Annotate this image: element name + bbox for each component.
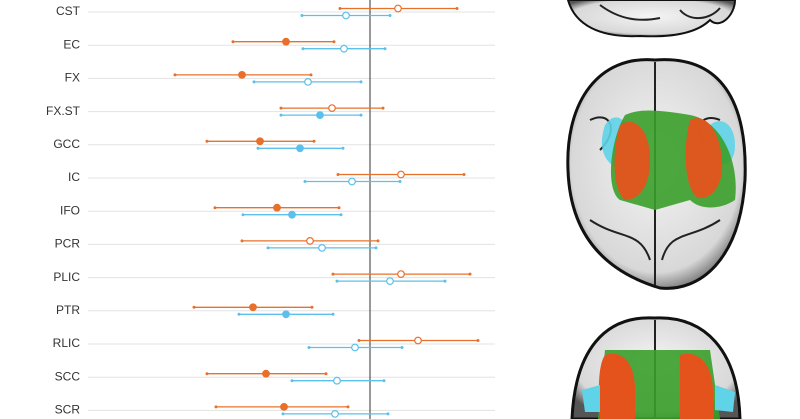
ci-end [468, 272, 472, 276]
ci-end [331, 272, 335, 276]
ci-end [443, 279, 447, 283]
estimate-point [288, 210, 296, 219]
ci-end [281, 412, 285, 416]
ci-end [381, 106, 385, 110]
ci-end [339, 213, 343, 217]
ci-end [290, 379, 294, 383]
ci-end [376, 239, 380, 243]
ci-end [359, 80, 363, 84]
estimate-point [394, 4, 402, 13]
estimate-point [318, 243, 326, 252]
y-tick-label: SCR [55, 403, 81, 417]
y-tick-label: IFO [60, 203, 80, 217]
ci-end [309, 73, 313, 77]
ci-end [341, 146, 345, 150]
estimate-point [340, 44, 348, 53]
ci-end [256, 146, 260, 150]
ci-end [324, 372, 328, 376]
estimate-point [397, 270, 405, 279]
estimate-point [386, 277, 394, 286]
ci-end [476, 339, 480, 342]
ci-end [231, 40, 235, 44]
estimate-point [304, 77, 312, 86]
estimate-point [348, 177, 356, 186]
ci-end [214, 405, 218, 409]
ci-end [192, 305, 196, 309]
y-tick-label: CST [56, 4, 81, 18]
ci-end [359, 113, 363, 117]
ci-end [383, 47, 387, 51]
ci-end [240, 239, 244, 243]
ci-end [386, 412, 390, 416]
ci-end [335, 279, 339, 283]
estimate-point [306, 236, 314, 245]
y-tick-label: GCC [53, 137, 80, 151]
ci-end [310, 305, 314, 309]
estimate-point [273, 203, 281, 212]
estimate-point [249, 303, 257, 312]
ci-end [266, 246, 270, 250]
estimate-point [316, 111, 324, 119]
ci-end [398, 180, 402, 183]
estimate-point [333, 376, 341, 385]
ci-end [252, 80, 256, 84]
ci-end [205, 139, 209, 143]
estimate-point [282, 310, 290, 319]
y-tick-label: SCC [55, 369, 81, 383]
ci-end [279, 113, 283, 117]
ci-end [455, 7, 459, 10]
y-tick-label: FX [65, 71, 80, 85]
y-tick-label: IC [68, 170, 80, 184]
ci-end [388, 14, 392, 17]
estimate-point [397, 170, 405, 179]
estimate-point [280, 403, 288, 411]
ci-end [337, 206, 341, 210]
ci-end [173, 73, 177, 77]
ci-end [462, 173, 466, 176]
estimate-point [256, 137, 264, 146]
estimate-point [262, 369, 270, 378]
estimate-point [414, 336, 422, 345]
brain-images [566, 0, 747, 419]
estimate-point [331, 410, 339, 418]
ci-end [336, 173, 340, 176]
ci-end [312, 139, 316, 143]
ci-end [307, 346, 311, 349]
ci-end [279, 106, 283, 110]
ci-end [338, 7, 342, 10]
y-tick-label: PCR [55, 237, 81, 251]
ci-end [332, 40, 336, 44]
estimate-point [328, 104, 336, 112]
y-tick-label: RLIC [53, 336, 81, 350]
ci-end [241, 213, 245, 217]
estimate-point [296, 144, 304, 153]
estimate-point [282, 37, 290, 46]
ci-end [357, 339, 361, 342]
ci-end [237, 312, 241, 316]
ci-end [213, 206, 217, 210]
ci-end [300, 14, 304, 17]
ci-end [331, 312, 335, 316]
ci-end [301, 47, 305, 51]
ci-end [346, 405, 350, 409]
ci-end [205, 372, 209, 376]
y-tick-label: FX.ST [46, 104, 81, 118]
ci-end [374, 246, 378, 250]
estimate-point [342, 11, 350, 20]
y-tick-label: EC [63, 37, 80, 51]
estimate-point [238, 70, 246, 79]
y-tick-label: PTR [56, 303, 80, 317]
ci-end [303, 180, 307, 183]
estimate-point [351, 343, 359, 352]
y-tick-label: PLIC [53, 270, 80, 284]
ci-end [382, 379, 386, 383]
ci-end [400, 346, 404, 349]
